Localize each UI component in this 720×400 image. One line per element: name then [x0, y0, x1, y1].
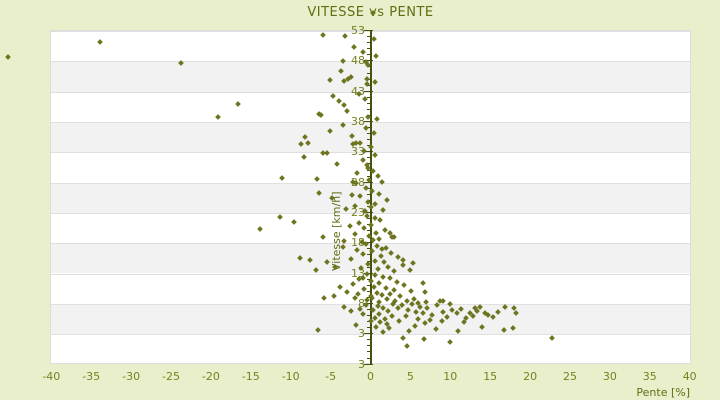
y-minor-tick — [367, 54, 370, 56]
y-major-tick — [364, 363, 373, 365]
y-minor-tick — [367, 133, 370, 135]
x-axis-title: Pente [%] — [636, 386, 690, 399]
y-minor-tick — [367, 108, 370, 110]
y-major-tick — [364, 90, 373, 92]
y-minor-tick — [367, 42, 370, 44]
y-minor-tick — [367, 339, 370, 341]
y-minor-tick — [367, 284, 370, 286]
y-major-tick — [364, 121, 373, 122]
y-tick-label: 8 — [358, 296, 365, 310]
x-tick-label: 15 — [483, 370, 498, 383]
y-minor-tick — [367, 309, 370, 310]
y-minor-tick — [367, 36, 370, 38]
x-tick-label: -10 — [281, 370, 300, 383]
x-tick-label: 10 — [443, 370, 458, 383]
x-tick-label: -25 — [162, 370, 180, 383]
y-minor-tick — [367, 290, 370, 292]
y-minor-tick — [367, 254, 370, 256]
y-minor-tick — [367, 218, 370, 219]
y-minor-tick — [367, 139, 370, 141]
y-minor-tick — [367, 345, 370, 347]
y-minor-tick — [367, 357, 370, 359]
y-tick-label: 53 — [351, 24, 365, 37]
y-minor-tick — [367, 327, 370, 329]
y-minor-tick — [367, 193, 370, 195]
y-tick-label: 13 — [351, 266, 365, 280]
x-tick-label: -40 — [42, 370, 61, 383]
y-tick-label: 48 — [351, 54, 365, 68]
x-tick-label: 40 — [682, 370, 697, 383]
x-tick-label: -5 — [325, 370, 337, 383]
y-tick-label: 18 — [351, 236, 365, 250]
x-tick-label: 5 — [406, 370, 414, 383]
y-tick-label: 23 — [351, 205, 365, 219]
x-tick-label: 0 — [367, 370, 374, 383]
y-major-tick — [364, 30, 373, 31]
y-minor-tick — [367, 102, 370, 104]
y-tick-label: 38 — [351, 115, 365, 128]
y-tick-label: 33 — [351, 145, 365, 159]
x-tick-label: 35 — [642, 370, 657, 383]
y-minor-tick — [367, 296, 370, 298]
y-axis-line — [369, 30, 372, 365]
x-tick-label: -30 — [122, 370, 141, 383]
x-tick-label: 30 — [602, 370, 617, 383]
y-minor-tick — [367, 175, 370, 177]
y-major-tick — [364, 211, 373, 213]
y-minor-tick — [367, 157, 370, 159]
y-tick-label: 43 — [320, 86, 365, 97]
y-minor-tick — [367, 72, 370, 74]
y-minor-tick — [367, 230, 370, 232]
x-tick-label: 20 — [523, 370, 538, 383]
x-tick-label: -20 — [201, 370, 220, 383]
y-minor-tick — [367, 351, 370, 353]
y-tick-label: 3 — [358, 327, 365, 341]
y-minor-tick — [367, 266, 370, 268]
x-tick-label: 25 — [563, 370, 577, 383]
y-tick-label: 3 — [358, 357, 365, 371]
data-point-marker — [5, 54, 12, 61]
y-minor-tick — [367, 96, 370, 98]
y-minor-tick — [367, 315, 370, 317]
y-minor-tick — [367, 48, 370, 50]
y-major-tick — [364, 333, 373, 335]
x-tick-label: -35 — [82, 370, 101, 383]
x-tick-label: -15 — [241, 370, 260, 383]
y-major-tick — [364, 302, 373, 304]
y-minor-tick — [367, 248, 370, 250]
y-major-tick — [364, 151, 373, 153]
